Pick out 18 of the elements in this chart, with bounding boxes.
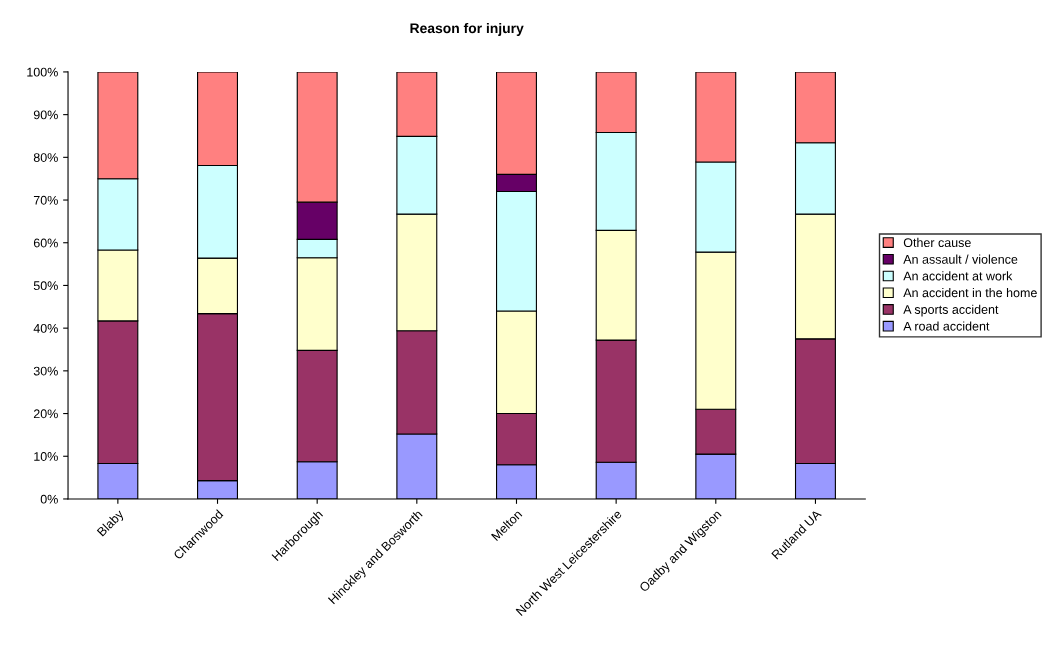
legend-label: An assault / violence xyxy=(903,254,1018,264)
y-tick-label: 30% xyxy=(33,366,58,376)
y-tick-label: 40% xyxy=(33,323,58,333)
chart-title: Reason for injury xyxy=(410,22,524,36)
y-tick-label: 70% xyxy=(33,195,58,205)
legend-label: A road accident xyxy=(903,321,990,331)
y-tick-label: 80% xyxy=(33,153,58,162)
legend-label: An accident in the home xyxy=(903,288,1037,298)
y-tick-label: 10% xyxy=(34,452,58,461)
y-tick-label: 90% xyxy=(33,110,58,120)
y-tick-label: 50% xyxy=(33,281,58,291)
legend-label: A sports accident xyxy=(903,304,999,317)
legend-label: An accident at work xyxy=(903,271,1013,281)
y-tick-label: 20% xyxy=(33,409,58,419)
y-tick-label: 100% xyxy=(27,67,58,77)
legend-label: Other cause xyxy=(903,237,971,248)
y-tick-label: 0% xyxy=(40,494,58,504)
y-tick-label: 60% xyxy=(33,238,58,248)
